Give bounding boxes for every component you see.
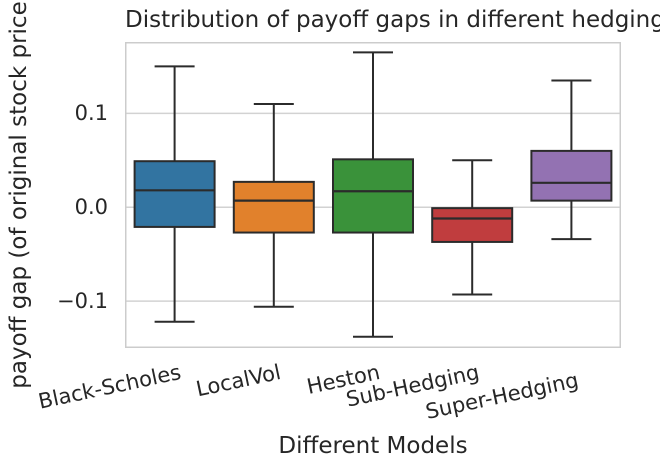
y-tick-label: −0.1 (57, 289, 108, 314)
box-super-hedging (530, 79, 613, 241)
iqr-box (530, 149, 613, 202)
y-tick-label: 0.0 (74, 195, 108, 220)
iqr-box (232, 180, 315, 234)
box-sub-hedging (431, 159, 514, 296)
box-localvol (232, 102, 315, 308)
x-tick-label-localvol: LocalVol (193, 360, 283, 402)
x-tick-label-black-scholes: Black-Scholes (36, 360, 184, 414)
box-heston (332, 51, 414, 338)
plot-border (125, 42, 621, 348)
plot-area (125, 42, 621, 348)
iqr-box (133, 160, 216, 228)
iqr-box (332, 158, 414, 234)
box-black-scholes (133, 65, 216, 323)
chart-title: Distribution of payoff gaps in different… (125, 7, 660, 33)
iqr-box (431, 207, 514, 243)
y-axis-label: payoff gap (of original stock price (6, 1, 32, 389)
y-tick-label: 0.1 (74, 101, 108, 126)
x-axis-label: Different Models (278, 433, 468, 459)
